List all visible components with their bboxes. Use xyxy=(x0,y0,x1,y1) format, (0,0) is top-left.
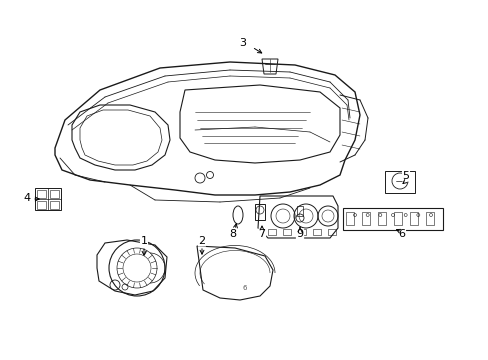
Text: 8: 8 xyxy=(229,229,236,239)
Text: 5: 5 xyxy=(402,171,408,181)
Text: 9: 9 xyxy=(296,229,303,239)
Bar xyxy=(283,229,290,235)
Bar xyxy=(254,204,264,220)
Text: 2: 2 xyxy=(198,236,205,246)
Bar xyxy=(342,208,442,230)
Bar xyxy=(377,212,385,225)
Text: 1: 1 xyxy=(140,236,147,246)
Bar xyxy=(425,212,433,225)
Bar xyxy=(393,212,401,225)
Bar xyxy=(361,212,369,225)
Bar xyxy=(50,201,59,209)
Text: 3: 3 xyxy=(239,38,246,48)
Bar xyxy=(267,229,275,235)
Bar xyxy=(327,229,335,235)
Bar xyxy=(312,229,320,235)
Text: 6: 6 xyxy=(398,229,405,239)
Text: 4: 4 xyxy=(23,193,30,203)
Text: 7: 7 xyxy=(258,229,265,239)
Bar xyxy=(409,212,417,225)
Bar xyxy=(35,188,61,210)
Bar xyxy=(297,229,305,235)
Bar xyxy=(37,190,46,198)
Bar xyxy=(50,190,59,198)
Text: 6: 6 xyxy=(242,285,247,291)
Bar xyxy=(37,201,46,209)
Bar xyxy=(346,212,353,225)
Bar xyxy=(296,206,303,216)
